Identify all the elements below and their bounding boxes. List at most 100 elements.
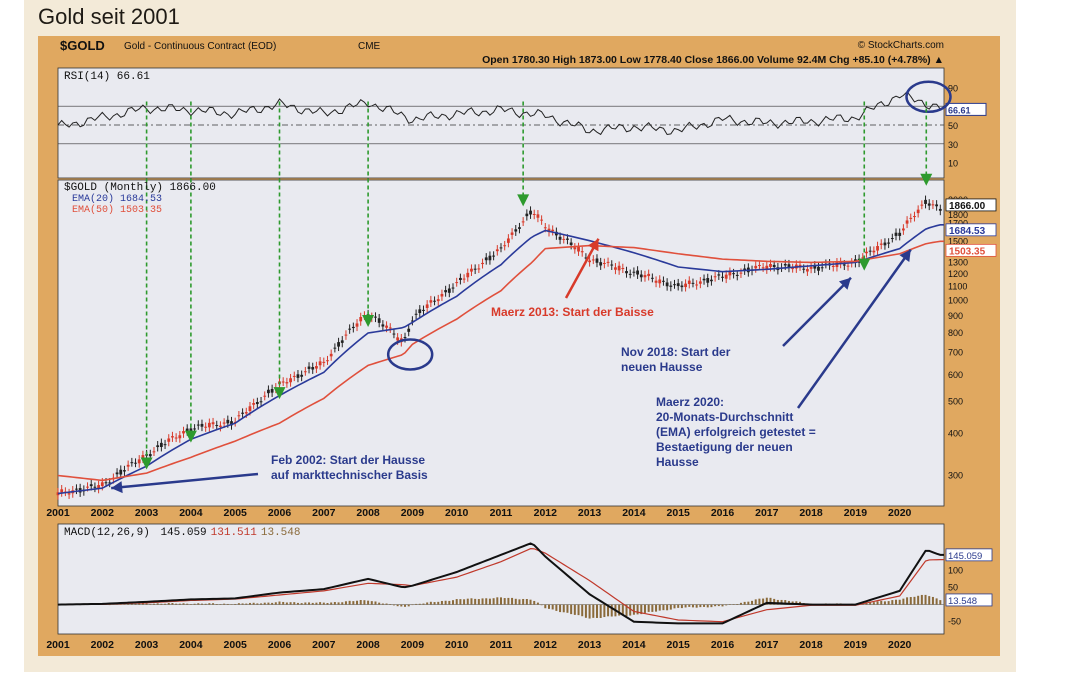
macd-histogram-bar [359,600,362,605]
signal-arrow-head [273,387,286,400]
price-candle [702,278,706,281]
macd-histogram-bar [880,600,883,605]
macd-histogram-bar [599,604,602,618]
price-candle [104,482,108,484]
price-candle [75,488,78,490]
macd-histogram-bar [293,602,296,605]
price-candle [119,469,123,475]
macd-histogram-bar [426,602,429,605]
price-candle [219,425,222,427]
macd-histogram-bar [219,604,222,605]
macd-histogram-bar [319,602,322,605]
macd-histogram-bar [610,604,613,617]
macd-histogram-bar [751,600,754,605]
annotation-hausse-2018-line1: Nov 2018: Start der [621,345,731,359]
macd-histogram-bar [141,603,144,605]
macd-histogram-bar [503,598,506,605]
price-highlight-circle [386,338,434,371]
macd-histogram-bar [673,604,676,609]
annotation-ema-test-line4: Bestaetigung der neuen [656,440,793,454]
price-candle [543,227,547,229]
price-candle [676,283,680,287]
price-candle [599,262,603,266]
macd-histogram-bar [164,603,167,605]
price-candle [374,316,377,318]
macd-histogram-bar [308,602,311,605]
macd-histogram-bar [348,600,351,605]
price-candle [303,371,307,373]
macd-histogram-bar [765,597,768,605]
macd-histogram-bar [470,598,473,605]
price-candle [650,277,654,279]
macd-histogram-bar [706,604,709,608]
price-candle [259,401,263,403]
price-candle [835,262,839,268]
price-candle [473,268,477,270]
price-candle [861,257,865,259]
macd-x-tick-2008: 2008 [356,639,380,651]
rsi-panel [57,67,945,179]
price-candle [532,213,536,215]
macd-histogram-bar [762,598,765,605]
price-candle [237,415,241,417]
price-candle [167,438,171,442]
stockcharts-panel: $GOLD Gold - Continuous Contract (EOD) C… [38,36,1000,656]
macd-histogram-bar [248,602,251,605]
macd-histogram-bar [636,604,639,615]
price-last-value-0: 1866.00 [949,201,986,212]
price-candle [182,431,185,434]
price-candle [388,327,392,329]
price-candle [159,442,163,447]
macd-histogram-bar [621,604,624,616]
price-candle [890,238,894,240]
price-candle [171,436,174,438]
price-candle [931,204,935,206]
price-candle [329,353,333,357]
macd-x-tick-2006: 2006 [268,639,292,651]
price-candle [728,271,732,276]
price-candle [584,257,588,259]
instrument-name: Gold - Continuous Contract (EOD) [124,41,276,52]
annotation-ema-test-line5: Hausse [656,455,699,469]
price-candle [204,426,208,428]
price-candle [333,347,337,349]
macd-histogram-bar [677,604,680,608]
price-candle [344,334,348,336]
macd-histogram-bar [330,602,333,605]
price-candle [348,328,352,330]
macd-histogram-bar [197,603,200,605]
arrow-ema-test-2020-shaft [796,248,912,409]
price-candle [817,266,820,271]
macd-histogram-bar [658,604,661,611]
annotation-ema-test-line1: Maerz 2020: [656,395,724,409]
price-x-tick-2011: 2011 [490,507,513,519]
price-candle [414,313,418,315]
macd-histogram-bar [178,603,181,605]
macd-histogram-bar [500,597,502,605]
macd-histogram-bar [655,604,658,612]
price-candle [602,262,606,264]
macd-x-tick-2001: 2001 [46,639,70,651]
rsi-tick-90: 90 [948,83,958,93]
macd-x-tick-2005: 2005 [224,639,248,651]
macd-histogram-bar [241,603,244,605]
macd-histogram-bar [488,598,491,605]
price-tick-1200: 1200 [948,269,968,279]
macd-line [57,542,944,625]
price-candle [783,263,787,266]
price-candle [244,412,248,414]
price-candle [488,255,492,261]
price-candle [230,421,233,426]
price-candle [547,228,551,233]
price-candle [680,285,684,288]
macd-x-tick-2003: 2003 [135,639,159,651]
price-candle [451,287,455,289]
price-candle [606,261,610,263]
price-candle [506,238,510,243]
price-candle [551,229,555,232]
price-candle [717,274,721,276]
price-candle [787,264,791,268]
macd-histogram-bar [182,603,185,605]
price-x-tick-2017: 2017 [755,507,779,519]
price-candle [595,258,599,263]
